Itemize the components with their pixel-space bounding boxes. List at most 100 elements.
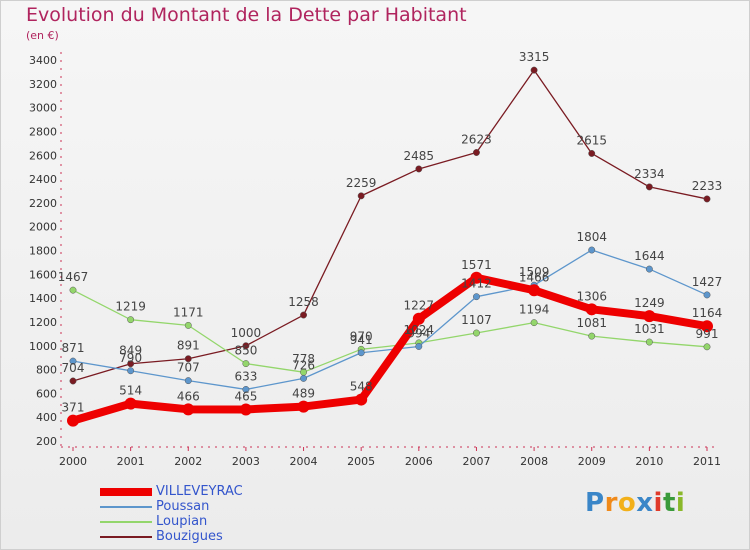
data-label: 849 bbox=[119, 344, 142, 358]
series-line-poussan bbox=[72, 249, 708, 391]
x-tick-label: 2005 bbox=[347, 455, 375, 468]
y-tick-label: 600 bbox=[36, 387, 57, 400]
data-label: 1644 bbox=[634, 249, 665, 263]
data-label: 2233 bbox=[692, 179, 723, 193]
data-point bbox=[415, 165, 423, 173]
y-tick-label: 2800 bbox=[29, 125, 57, 138]
data-point bbox=[355, 393, 368, 406]
x-tick-label: 2008 bbox=[520, 455, 548, 468]
chart-unit: (en €) bbox=[26, 29, 59, 42]
data-label: 790 bbox=[119, 351, 142, 365]
data-label: 1509 bbox=[519, 265, 550, 279]
data-point bbox=[415, 343, 423, 350]
logo-letter: t bbox=[662, 488, 676, 518]
data-point bbox=[588, 150, 596, 157]
logo-letter: r bbox=[604, 488, 618, 518]
data-label: 1804 bbox=[576, 230, 607, 244]
x-tick-label: 2000 bbox=[59, 455, 87, 468]
x-tick-label: 2003 bbox=[232, 455, 260, 468]
data-label: 1306 bbox=[576, 289, 607, 303]
data-point bbox=[357, 349, 365, 357]
data-point bbox=[300, 374, 307, 382]
data-label: 891 bbox=[177, 339, 200, 353]
x-tick-label: 2010 bbox=[635, 455, 663, 468]
series-line-loupian bbox=[72, 289, 708, 373]
data-point bbox=[242, 385, 250, 393]
y-tick-label: 200 bbox=[36, 435, 57, 448]
data-point bbox=[297, 400, 310, 413]
data-label: 2485 bbox=[404, 149, 435, 163]
legend-label: Bouzigues bbox=[156, 529, 223, 544]
x-tick-label: 2009 bbox=[578, 455, 606, 468]
data-label: 514 bbox=[119, 384, 142, 398]
data-point bbox=[67, 414, 79, 427]
y-tick-label: 2600 bbox=[29, 149, 57, 162]
chart-title: Evolution du Montant de la Dette par Hab… bbox=[26, 4, 467, 26]
y-tick-label: 1400 bbox=[29, 292, 57, 305]
data-label: 704 bbox=[62, 361, 85, 375]
data-label: 2259 bbox=[346, 176, 377, 190]
data-point bbox=[703, 291, 711, 299]
data-point bbox=[645, 183, 653, 191]
data-point bbox=[530, 66, 538, 74]
data-point bbox=[182, 403, 195, 416]
data-label: 1467 bbox=[58, 270, 89, 284]
legend-swatch bbox=[100, 521, 152, 523]
data-label: 3315 bbox=[519, 50, 550, 64]
data-label: 941 bbox=[350, 333, 373, 347]
proxiti-logo: Proxiti bbox=[585, 488, 685, 518]
data-point bbox=[184, 377, 192, 385]
data-label: 850 bbox=[234, 344, 257, 358]
data-label: 1219 bbox=[115, 300, 146, 314]
data-label: 371 bbox=[62, 401, 85, 415]
logo-letter: i bbox=[653, 488, 663, 518]
legend-swatch bbox=[100, 506, 152, 508]
data-label: 465 bbox=[234, 389, 257, 403]
data-point bbox=[242, 360, 250, 368]
data-point bbox=[124, 397, 137, 410]
data-point bbox=[645, 265, 653, 273]
data-point bbox=[588, 246, 596, 254]
data-point bbox=[643, 310, 656, 323]
data-label: 1227 bbox=[404, 299, 435, 313]
data-label: 1571 bbox=[461, 258, 492, 272]
data-label: 1031 bbox=[634, 322, 665, 336]
data-label: 548 bbox=[350, 380, 373, 394]
y-tick-label: 1200 bbox=[29, 316, 57, 329]
y-tick-label: 3000 bbox=[29, 102, 57, 115]
data-label: 633 bbox=[234, 369, 257, 383]
logo-letter: P bbox=[585, 488, 605, 518]
data-point bbox=[300, 311, 307, 319]
data-label: 1024 bbox=[404, 323, 435, 337]
x-tick-label: 2002 bbox=[174, 455, 202, 468]
data-label: 1107 bbox=[461, 313, 492, 327]
data-point bbox=[528, 284, 541, 297]
data-label: 707 bbox=[177, 361, 200, 375]
data-label: 1249 bbox=[634, 296, 665, 310]
y-tick-label: 1600 bbox=[29, 268, 57, 281]
series-line-bouzigues bbox=[72, 69, 708, 382]
data-label: 489 bbox=[292, 387, 315, 401]
legend-label: VILLEVEYRAC bbox=[156, 484, 243, 499]
data-point bbox=[239, 403, 252, 416]
data-label: 1258 bbox=[288, 295, 319, 309]
data-label: 466 bbox=[177, 389, 200, 403]
data-point bbox=[357, 192, 365, 200]
x-tick-label: 2006 bbox=[405, 455, 433, 468]
y-tick-label: 1000 bbox=[29, 340, 57, 353]
data-point bbox=[703, 343, 711, 351]
data-label: 1000 bbox=[231, 326, 262, 340]
data-point bbox=[69, 357, 77, 365]
data-point bbox=[127, 316, 135, 324]
data-label: 778 bbox=[292, 352, 315, 366]
y-tick-label: 3200 bbox=[29, 78, 57, 91]
data-point bbox=[703, 195, 711, 203]
legend-label: Loupian bbox=[156, 514, 208, 529]
data-point bbox=[184, 321, 192, 329]
data-point bbox=[127, 360, 135, 368]
legend-swatch bbox=[100, 536, 152, 538]
x-tick-label: 2011 bbox=[693, 455, 721, 468]
data-point bbox=[530, 319, 538, 327]
